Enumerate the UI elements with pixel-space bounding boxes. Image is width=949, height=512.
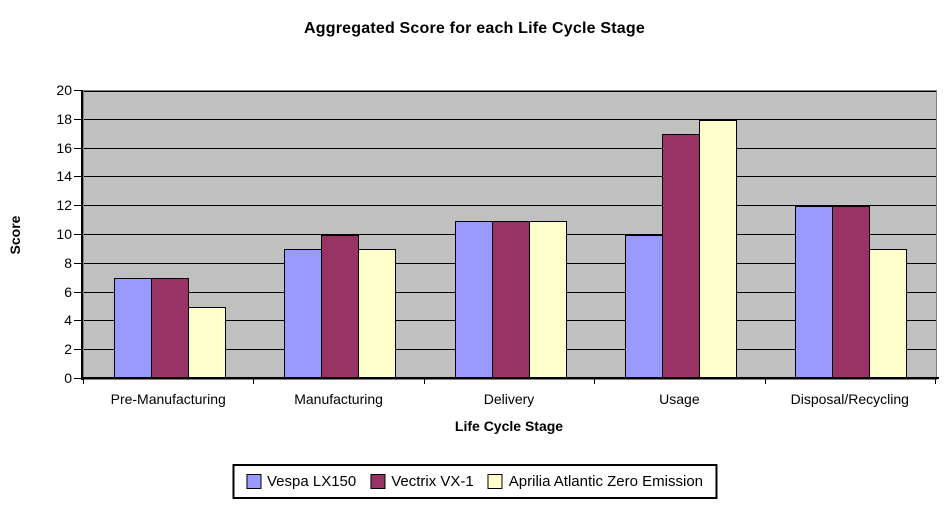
y-axis-line xyxy=(81,90,83,380)
y-tick-label: 20 xyxy=(56,82,72,98)
x-tick-mark xyxy=(594,379,595,384)
legend-swatch xyxy=(245,474,261,489)
bar-vespa-lx150-pre-manufacturing xyxy=(114,278,152,379)
y-tick-mark xyxy=(74,205,81,207)
legend-label: Aprilia Atlantic Zero Emission xyxy=(508,473,704,490)
y-tick-label: 18 xyxy=(56,110,72,127)
y-tick-mark xyxy=(74,320,81,322)
legend: Vespa LX150 Vectrix VX-1 Aprilia Atlantic … xyxy=(231,464,718,499)
bar-vectrix-vx-1-pre-manufacturing xyxy=(151,278,189,379)
y-tick-label: 16 xyxy=(56,139,72,156)
x-tick-mark xyxy=(765,379,766,384)
x-tick-mark xyxy=(83,379,84,384)
bar-aprilia-atlantic-zero-emission-disposal-recycling xyxy=(869,249,907,379)
bar-aprilia-atlantic-zero-emission-manufacturing xyxy=(358,249,396,379)
x-category-label: Disposal/Recycling xyxy=(790,391,909,407)
x-category-label: Usage xyxy=(659,391,700,407)
plot-area xyxy=(83,90,937,380)
y-tick-label: 6 xyxy=(64,283,72,300)
y-tick-label: 14 xyxy=(56,168,72,185)
y-tick-mark xyxy=(74,349,81,351)
y-tick-mark xyxy=(74,291,81,293)
y-tick-mark xyxy=(74,147,81,149)
gridline xyxy=(84,205,936,207)
bar-vespa-lx150-disposal-recycling xyxy=(795,206,833,379)
legend-label: Vectrix VX-1 xyxy=(391,473,474,490)
x-tick-mark xyxy=(253,379,254,384)
legend-item: Vespa LX150 xyxy=(245,473,357,490)
x-axis-line xyxy=(81,377,939,379)
bar-aprilia-atlantic-zero-emission-delivery xyxy=(529,221,567,379)
legend-swatch xyxy=(370,474,386,489)
bar-vectrix-vx-1-manufacturing xyxy=(321,235,359,379)
y-tick-label: 4 xyxy=(64,312,72,329)
gridline xyxy=(84,147,936,149)
y-tick-mark xyxy=(74,118,81,120)
bar-vectrix-vx-1-delivery xyxy=(492,221,530,379)
y-tick-mark xyxy=(74,378,81,379)
legend-label: Vespa LX150 xyxy=(266,473,357,490)
x-category-label: Delivery xyxy=(483,391,535,407)
legend-item: Aprilia Atlantic Zero Emission xyxy=(487,473,704,490)
y-tick-label: 0 xyxy=(64,370,72,386)
y-tick-label: 10 xyxy=(56,226,72,242)
y-tick-label: 12 xyxy=(56,197,72,214)
x-axis-title: Life Cycle Stage xyxy=(454,418,564,434)
y-tick-mark xyxy=(74,262,81,264)
gridline xyxy=(84,176,936,178)
bar-vectrix-vx-1-usage xyxy=(662,134,700,379)
gridline xyxy=(84,91,936,92)
x-tick-mark xyxy=(424,379,425,384)
y-tick-mark xyxy=(74,90,81,91)
bar-vespa-lx150-manufacturing xyxy=(284,249,322,379)
x-category-label: Manufacturing xyxy=(294,391,383,407)
legend-item: Vectrix VX-1 xyxy=(370,473,474,490)
bar-aprilia-atlantic-zero-emission-usage xyxy=(699,120,737,379)
bar-aprilia-atlantic-zero-emission-pre-manufacturing xyxy=(188,307,226,379)
y-tick-mark xyxy=(74,234,81,235)
legend-swatch xyxy=(487,474,503,489)
y-tick-label: 8 xyxy=(64,254,72,271)
gridline xyxy=(84,118,936,120)
bar-vespa-lx150-usage xyxy=(625,235,663,379)
y-tick-mark xyxy=(74,176,81,178)
chart-title: Aggregated Score for each Life Cycle Sta… xyxy=(304,20,645,37)
x-tick-mark xyxy=(935,379,936,384)
y-tick-label: 2 xyxy=(64,341,72,358)
y-axis-title: Score xyxy=(7,215,23,255)
bar-vectrix-vx-1-disposal-recycling xyxy=(832,206,870,379)
x-category-label: Pre-Manufacturing xyxy=(110,391,226,407)
bar-vespa-lx150-delivery xyxy=(455,221,493,379)
